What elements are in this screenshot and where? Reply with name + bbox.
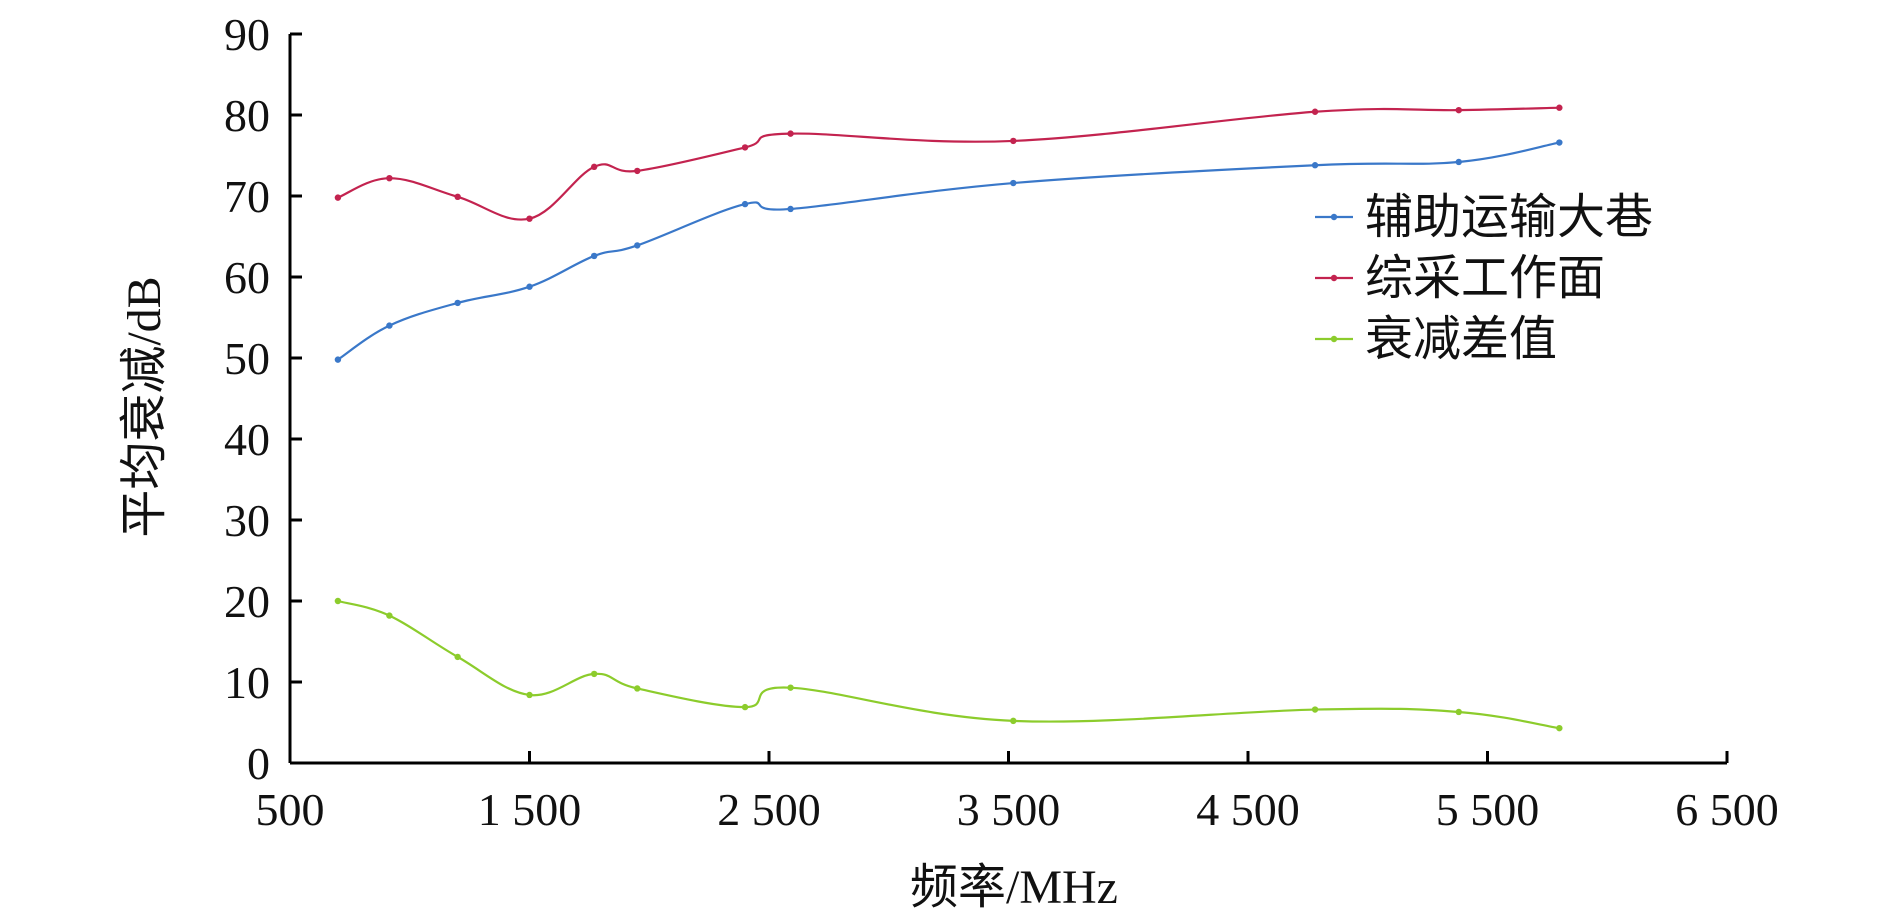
y-tick-label: 50 xyxy=(224,333,270,384)
data-point xyxy=(1010,717,1017,725)
y-axis-title: 平均衰减/dB xyxy=(118,276,171,537)
data-point xyxy=(590,670,598,678)
data-point xyxy=(386,322,393,329)
y-tick-label: 40 xyxy=(224,414,270,465)
x-tick-label: 1 500 xyxy=(478,784,582,835)
legend-swatch-marker xyxy=(1330,213,1338,221)
data-point xyxy=(741,703,749,711)
data-point xyxy=(1556,139,1563,146)
y-tick-label: 0 xyxy=(247,738,270,789)
x-tick-label: 5 500 xyxy=(1436,784,1540,835)
legend-label: 综采工作面 xyxy=(1365,252,1605,305)
data-point xyxy=(1311,706,1319,713)
legend-swatch-marker xyxy=(1330,274,1338,282)
series-layer xyxy=(334,104,1563,732)
x-tick-label: 3 500 xyxy=(957,784,1061,835)
data-point xyxy=(590,163,598,171)
x-tick-label: 4 500 xyxy=(1196,784,1300,835)
data-point xyxy=(590,252,598,260)
legend-swatch-marker xyxy=(1330,335,1338,343)
data-point xyxy=(334,597,342,605)
series-3 xyxy=(334,597,1563,732)
data-point xyxy=(741,200,749,208)
data-point xyxy=(1556,104,1563,111)
data-point xyxy=(634,167,641,175)
data-point xyxy=(1556,724,1563,732)
legend-item: 综采工作面 xyxy=(1315,252,1605,305)
data-point xyxy=(1311,108,1319,115)
axes-layer: 0 10 20 30 40 50 60 70 80 90 500 1 500 2 500 3 500 4 5… xyxy=(224,9,1779,835)
data-point xyxy=(334,356,342,363)
y-tick-label: 20 xyxy=(224,576,270,627)
y-tick-label: 30 xyxy=(224,495,270,546)
data-point xyxy=(634,685,641,692)
data-point xyxy=(454,299,461,307)
legend-label: 辅助运输大巷 xyxy=(1365,191,1653,244)
y-tick-label: 90 xyxy=(224,9,270,60)
data-point xyxy=(1455,106,1462,114)
data-point xyxy=(1455,158,1462,166)
legend-item: 辅助运输大巷 xyxy=(1315,191,1653,244)
x-tick-label: 6 500 xyxy=(1675,784,1779,835)
data-point xyxy=(1010,137,1017,145)
y-tick-label: 80 xyxy=(224,90,270,141)
data-point xyxy=(526,283,533,290)
data-point xyxy=(634,242,641,249)
data-point xyxy=(334,194,342,201)
legend-item: 衰减差值 xyxy=(1315,313,1557,366)
data-point xyxy=(741,144,749,151)
series-line xyxy=(337,141,1560,361)
data-point xyxy=(787,130,794,137)
x-tick-label: 500 xyxy=(256,784,325,835)
x-tick-label: 2 500 xyxy=(717,784,821,835)
series-1 xyxy=(334,139,1563,363)
y-tick-label: 60 xyxy=(224,252,270,303)
data-point xyxy=(526,691,533,699)
data-point xyxy=(526,215,533,222)
data-point xyxy=(386,612,393,619)
data-point xyxy=(787,205,794,213)
data-point xyxy=(1455,708,1462,716)
series-2 xyxy=(334,104,1563,222)
x-axis-title: 频率/MHz xyxy=(910,861,1118,914)
data-point xyxy=(454,193,461,201)
data-point xyxy=(1311,162,1319,169)
series-line xyxy=(337,106,1560,221)
legend-label: 衰减差值 xyxy=(1365,313,1557,366)
series-line xyxy=(337,599,1560,730)
y-tick-label: 10 xyxy=(224,657,270,708)
data-point xyxy=(787,684,794,691)
data-point xyxy=(386,174,393,182)
data-point xyxy=(454,653,461,661)
y-tick-label: 70 xyxy=(224,171,270,222)
data-point xyxy=(1010,179,1017,187)
